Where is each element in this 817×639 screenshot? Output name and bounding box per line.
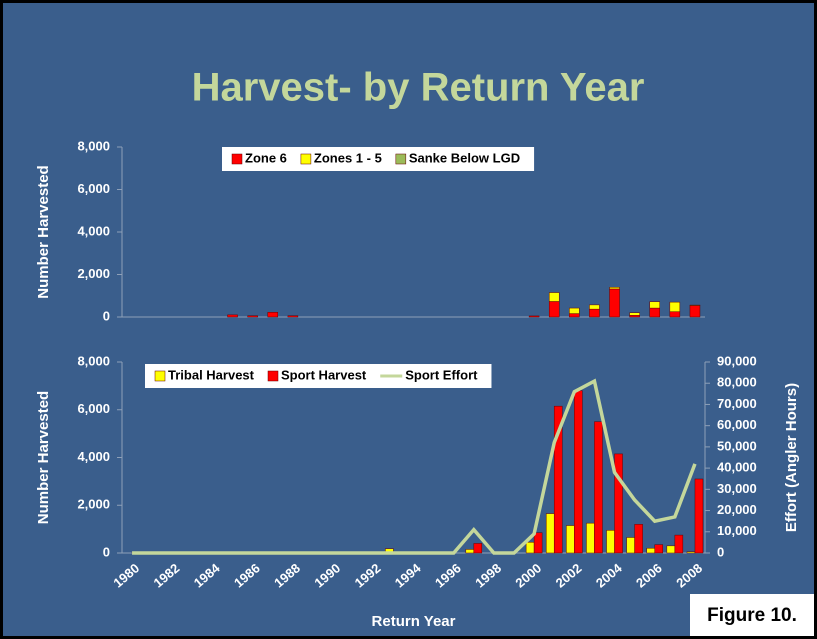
figure-box <box>690 594 814 636</box>
y-tick-label: 2,000 <box>77 497 110 512</box>
bar <box>566 525 575 554</box>
bar <box>694 478 704 554</box>
bar-segment <box>629 315 640 318</box>
x-axis-label: Return Year <box>372 613 456 630</box>
legend-label: Sanke Below LGD <box>409 150 520 165</box>
bar-segment <box>548 301 560 318</box>
bar-segment <box>609 287 620 290</box>
y-axis-label: Number Harvested <box>35 391 52 524</box>
legend-label: Zone 6 <box>245 150 287 165</box>
legend-swatch <box>267 370 279 382</box>
bar-segment <box>649 307 660 318</box>
y-tick-label: 0 <box>103 308 110 323</box>
y2-tick-label: 40,000 <box>717 460 757 475</box>
legend-swatch <box>231 153 243 165</box>
y-tick-label: 4,000 <box>77 449 110 464</box>
bar-segment <box>609 288 620 318</box>
y2-tick-label: 10,000 <box>717 523 757 538</box>
bar <box>606 530 615 554</box>
bar <box>614 453 623 554</box>
y2-tick-label: 70,000 <box>717 396 757 411</box>
legend-box <box>222 147 535 171</box>
bar-segment <box>548 292 560 302</box>
bar-segment <box>689 304 701 306</box>
y2-tick-label: 20,000 <box>717 502 757 517</box>
bar <box>594 421 603 554</box>
bar <box>574 390 583 554</box>
bar <box>626 537 635 554</box>
bar-segment <box>528 315 540 318</box>
bar-segment <box>589 304 600 310</box>
y-tick-label: 4,000 <box>77 223 110 238</box>
y2-tick-label: 90,000 <box>717 353 757 368</box>
bar-segment <box>669 311 681 318</box>
bar <box>473 543 483 554</box>
legend-box <box>145 364 492 388</box>
y-tick-label: 0 <box>103 544 110 559</box>
bar <box>586 522 595 554</box>
legend-label: Zones 1 - 5 <box>314 150 382 165</box>
y2-tick-label: 0 <box>717 544 724 559</box>
bar-segment <box>267 312 279 318</box>
y-tick-label: 2,000 <box>77 266 110 281</box>
legend-swatch <box>154 370 166 382</box>
bar-segment <box>649 301 660 309</box>
y-tick-label: 8,000 <box>77 138 110 153</box>
y2-tick-label: 60,000 <box>717 417 757 432</box>
bar-segment <box>569 307 580 314</box>
y2-axis-label: Effort (Angler Hours) <box>783 383 800 532</box>
bar <box>545 513 555 554</box>
bar <box>465 549 475 554</box>
legend-label: Sport Effort <box>405 367 478 382</box>
bar-segment <box>669 301 681 312</box>
legend-label: Tribal Harvest <box>168 367 255 382</box>
y-axis-label: Number Harvested <box>35 165 52 298</box>
bar-segment <box>689 305 701 318</box>
legend-swatch <box>300 153 312 165</box>
bar-segment <box>629 312 640 316</box>
bar <box>674 534 684 554</box>
y-tick-label: 6,000 <box>77 181 110 196</box>
figure-label: Figure 10. <box>707 605 797 626</box>
line <box>132 378 697 555</box>
y-tick-label: 8,000 <box>77 353 110 368</box>
legend-label: Sport Harvest <box>281 367 367 382</box>
legend-swatch <box>395 153 407 165</box>
background <box>3 3 814 636</box>
bar-segment <box>569 313 580 318</box>
bar <box>686 551 696 554</box>
bar-segment <box>247 315 258 318</box>
y2-tick-label: 50,000 <box>717 438 757 453</box>
bar-segment <box>227 314 238 318</box>
y-tick-label: 6,000 <box>77 401 110 416</box>
y2-tick-label: 80,000 <box>717 375 757 390</box>
y2-tick-label: 30,000 <box>717 481 757 496</box>
bar <box>666 545 676 554</box>
bar-segment <box>287 315 299 318</box>
bar <box>553 405 563 554</box>
bar <box>654 544 663 554</box>
bar <box>646 547 655 554</box>
bar <box>525 542 535 554</box>
bar-segment <box>589 308 600 318</box>
bar <box>533 532 543 554</box>
bar <box>634 524 643 554</box>
slide-title: Harvest- by Return Year <box>192 66 645 110</box>
